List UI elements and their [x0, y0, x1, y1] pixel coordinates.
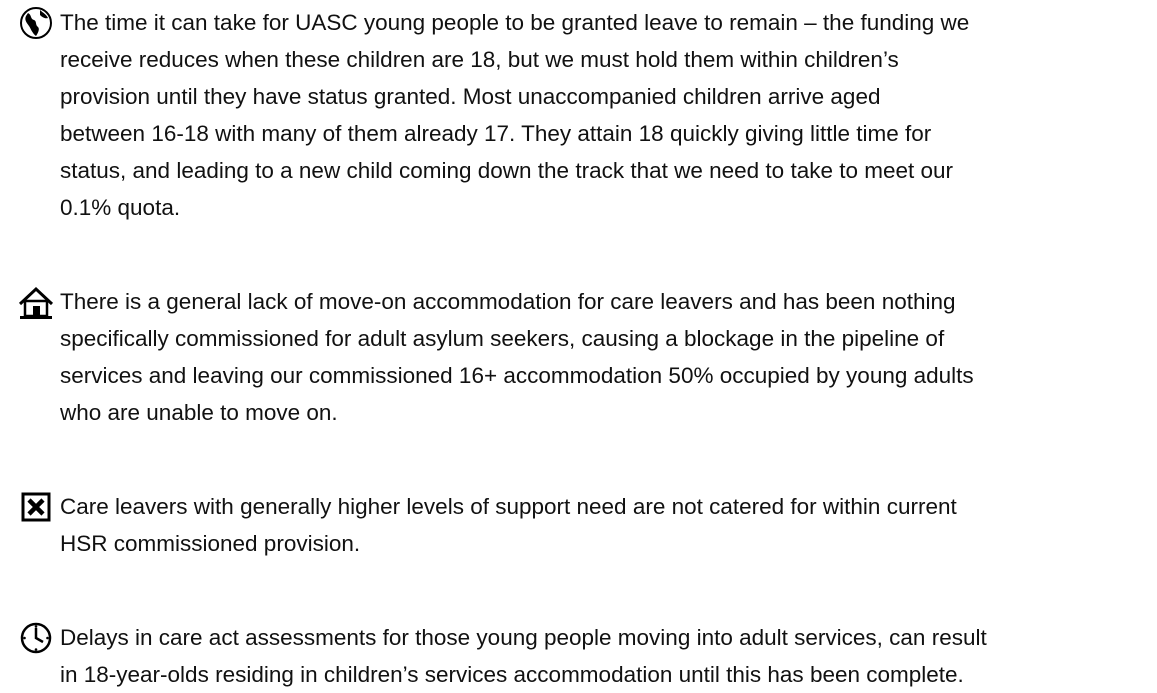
paragraph-line: Care leavers with generally higher level…	[60, 494, 957, 519]
paragraph-line: in 18-year-olds residing in children’s s…	[60, 662, 964, 687]
clock-icon	[20, 622, 52, 654]
paragraph-line: specifically commissioned for adult asyl…	[60, 326, 945, 351]
paragraph-line: receive reduces when these children are …	[60, 47, 899, 72]
paragraph-line: The time it can take for UASC young peop…	[60, 10, 970, 35]
paragraph-line: HSR commissioned provision.	[60, 531, 361, 556]
house-icon	[18, 286, 54, 319]
close-box-icon	[21, 492, 51, 522]
paragraph-line: 0.1% quota.	[60, 195, 181, 220]
paragraph-line: provision until they have status granted…	[60, 84, 881, 109]
paragraph-line: services and leaving our commissioned 16…	[60, 363, 974, 388]
paragraph-line: status, and leading to a new child comin…	[60, 158, 954, 183]
paragraph-line: between 16-18 with many of them already …	[60, 121, 932, 146]
globe-icon	[20, 7, 52, 39]
paragraph-line: Delays in care act assessments for those…	[60, 625, 987, 650]
paragraph-line: There is a general lack of move-on accom…	[60, 289, 956, 314]
paragraph-line: who are unable to move on.	[60, 400, 338, 425]
